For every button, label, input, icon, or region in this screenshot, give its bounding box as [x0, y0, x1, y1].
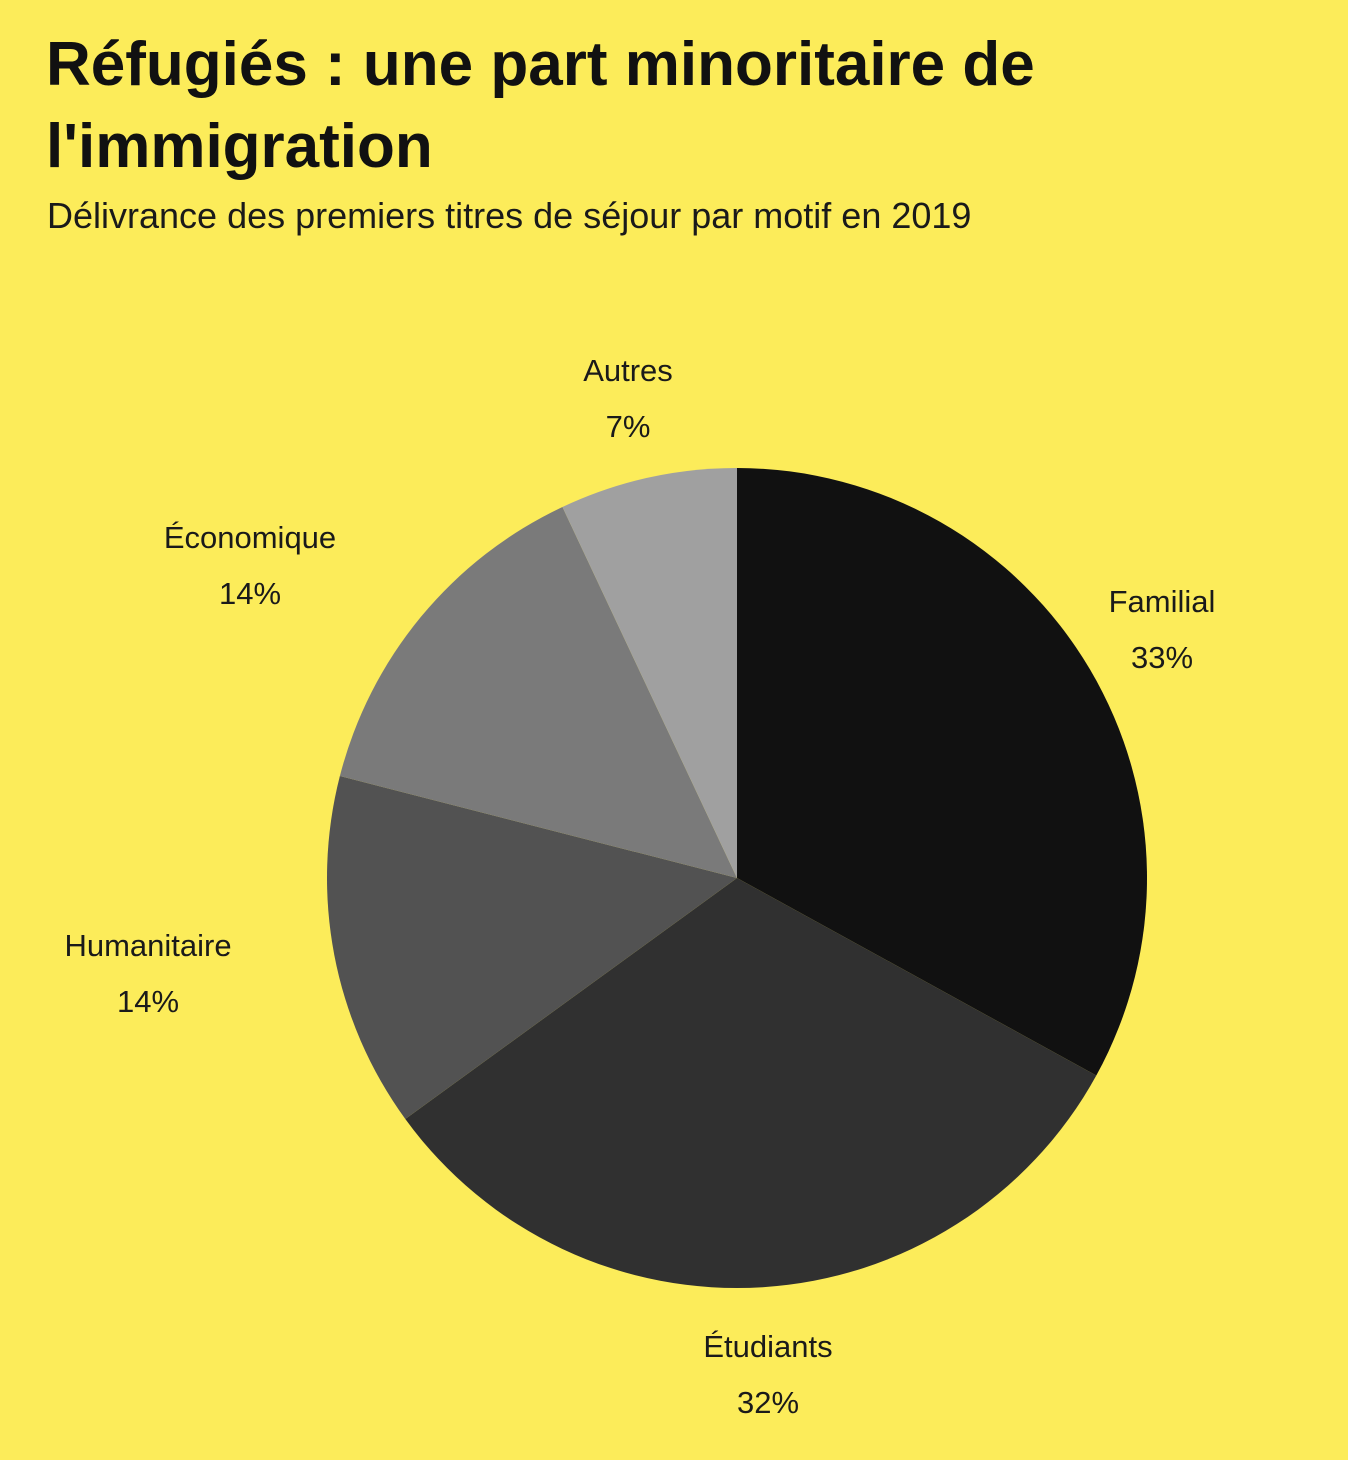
- pie-slice-familial: [737, 468, 1148, 1076]
- slice-label-humanitaire: Humanitaire: [64, 928, 231, 963]
- slice-label-etudiants: Étudiants: [703, 1329, 832, 1364]
- pie-slice-autres: [562, 468, 737, 878]
- slice-label-familial: Familial: [1109, 584, 1216, 619]
- chart-subtitle: Délivrance des premiers titres de séjour…: [47, 195, 972, 236]
- slice-value-humanitaire: 14%: [117, 984, 179, 1019]
- slice-value-autres: 7%: [606, 409, 651, 444]
- pie-slice-economique: [339, 507, 737, 878]
- slice-label-economique: Économique: [164, 520, 336, 555]
- chart-title: Réfugiés : une part minoritaire de l'imm…: [46, 30, 1035, 181]
- slice-label-autres: Autres: [583, 353, 673, 388]
- pie-slice-etudiants: [405, 878, 1097, 1289]
- slice-value-etudiants: 32%: [737, 1385, 799, 1420]
- pie-labels: Familial 33% Étudiants 32% Humanitaire 14% Éco…: [64, 353, 1215, 1420]
- pie-slices: [326, 468, 1148, 1289]
- slice-value-familial: 33%: [1131, 640, 1193, 675]
- slice-value-economique: 14%: [219, 576, 281, 611]
- pie-slice-humanitaire: [326, 776, 737, 1119]
